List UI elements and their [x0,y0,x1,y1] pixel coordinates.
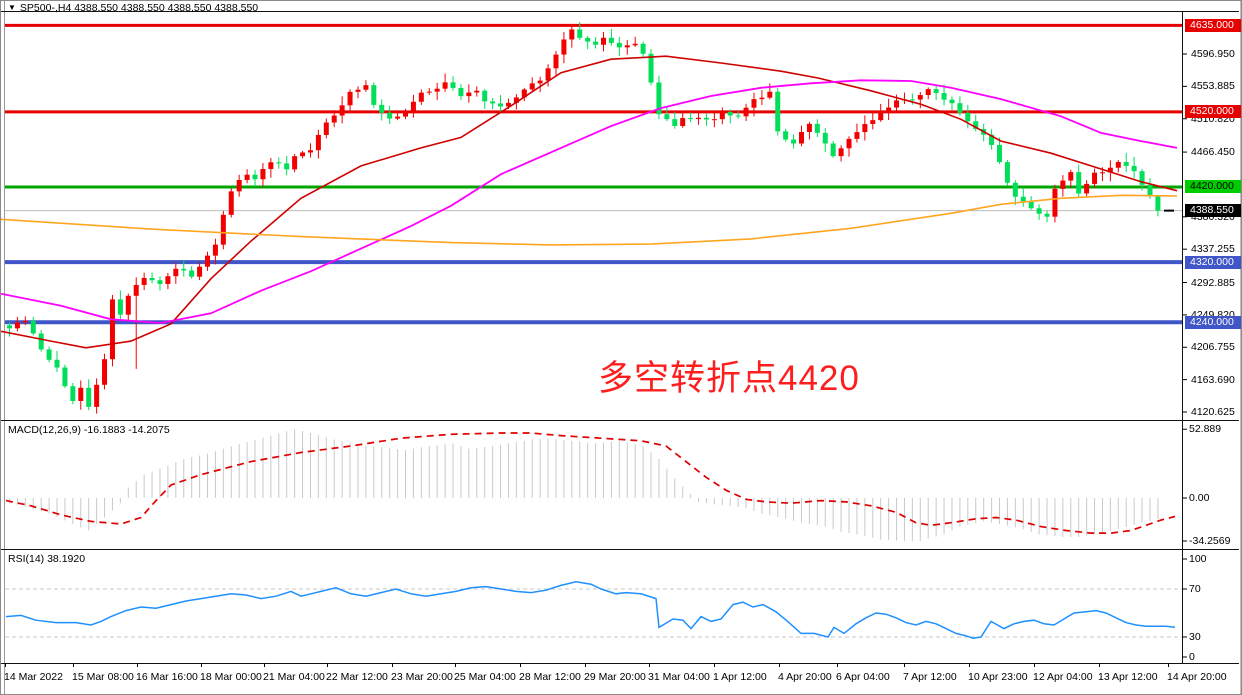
date-axis-label: 7 Apr 12:00 [903,671,957,683]
price-axis-tick-label: 4466.450 [1191,146,1235,159]
price-axis-tick-label: 4206.755 [1191,341,1235,354]
symbol-quote-line: SP500-,H4 4388.550 4388.550 4388.550 438… [19,2,259,14]
rsi-axis-tick-label: 0 [1189,651,1195,663]
chart-header: ▼ SP500-,H4 4388.550 4388.550 4388.550 43… [8,2,258,14]
date-axis-label: 18 Mar 00:00 [200,671,262,683]
window-right-border [1240,1,1241,694]
current-price-label: 4388.550 [1185,204,1241,218]
price-axis-tick-label: 4553.885 [1191,80,1235,93]
price-axis-tick-label: 4163.690 [1191,373,1235,386]
level-price-label: 4420.000 [1185,180,1241,194]
date-axis-label: 15 Mar 08:00 [72,671,134,683]
date-axis-label: 13 Apr 12:00 [1098,671,1158,683]
date-axis-label: 23 Mar 20:00 [391,671,453,683]
date-axis-label: 25 Mar 04:00 [454,671,516,683]
level-price-label: 4240.000 [1185,315,1241,329]
ma-fast-red [1,55,1178,349]
price-axis-tick-label: 4292.885 [1191,276,1235,289]
date-axis-label: 16 Mar 16:00 [136,671,198,683]
rsi-axis-tick-label: 70 [1189,583,1201,595]
macd-axis-tick-label: 52.889 [1189,423,1222,436]
level-price-label: 4320.000 [1185,255,1241,269]
window-left-border [4,1,5,694]
level-price-label: 4635.000 [1185,18,1241,32]
date-axis-label: 10 Apr 23:00 [968,671,1028,683]
price-axis-tick-label: 4337.255 [1191,243,1235,256]
rsi-axis-tick-label: 100 [1189,553,1207,565]
price-axis-tick-label: 4596.950 [1191,47,1235,60]
date-axis-label: 1 Apr 12:00 [713,671,767,683]
rsi-indicator-label: RSI(14) 38.1920 [8,553,86,565]
date-axis-label: 28 Mar 12:00 [519,671,581,683]
date-axis-label: 12 Apr 04:00 [1033,671,1093,683]
date-axis-label: 4 Apr 20:00 [778,671,832,683]
date-axis-label: 14 Mar 2022 [4,671,63,683]
date-axis-label: 14 Apr 20:00 [1167,671,1227,683]
ma-slowest-orange [1,194,1178,246]
rsi-axis-tick-label: 30 [1189,631,1201,643]
macd-indicator-label: MACD(12,26,9) -16.1883 -14.2075 [8,424,170,436]
symbol-dropdown-icon[interactable]: ▼ [8,3,16,12]
level-price-label: 4520.000 [1185,105,1241,119]
ma-slow-magenta [1,79,1178,324]
date-axis-label: 21 Mar 04:00 [263,671,325,683]
price-axis-tick-label: 4120.625 [1191,406,1235,418]
annotation-text: 多空转折点4420 [598,359,860,398]
macd-axis-tick-label: -34.2569 [1189,535,1231,547]
date-axis-label: 6 Apr 04:00 [836,671,890,683]
date-axis-label: 22 Mar 12:00 [326,671,388,683]
date-axis-label: 29 Mar 20:00 [584,671,646,683]
date-axis-label: 31 Mar 04:00 [648,671,710,683]
macd-axis-tick-label: 0.00 [1189,492,1210,504]
